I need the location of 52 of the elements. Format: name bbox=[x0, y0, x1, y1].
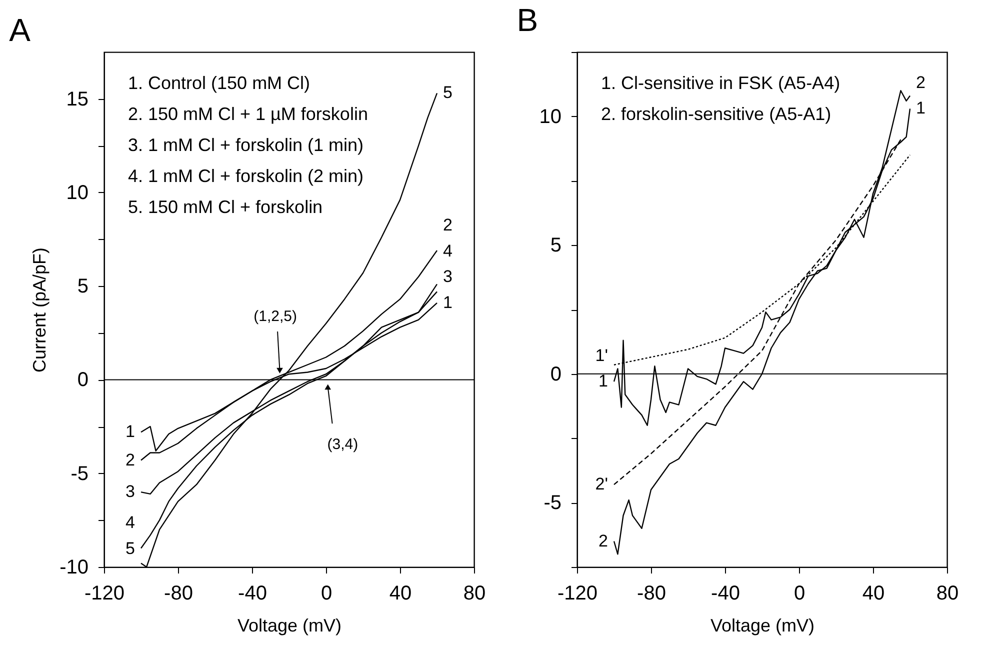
legend-label: 1 bbox=[598, 372, 608, 391]
text: 4 bbox=[443, 241, 452, 260]
annotation: 1. Cl-sensitive in FSK (A5-A4) bbox=[601, 73, 840, 93]
text: 1 bbox=[126, 422, 135, 442]
y-tick-label: -10 bbox=[60, 556, 88, 578]
x-tick-label: -120 bbox=[84, 582, 125, 604]
y-tick-label: -5 bbox=[544, 492, 562, 514]
annotation: 2. forskolin-sensitive (A5-A1) bbox=[601, 104, 832, 124]
chart-title: B bbox=[516, 2, 538, 38]
chart-title: A bbox=[9, 12, 32, 48]
annotation: 3. 1 mM Cl + forskolin (1 min) bbox=[128, 135, 364, 155]
series-label: 5 bbox=[443, 83, 452, 102]
series-label: 1' bbox=[595, 346, 608, 365]
x-tick-label: -80 bbox=[164, 582, 193, 604]
x-tick-label: -40 bbox=[238, 582, 267, 604]
x-tick-label: -120 bbox=[557, 582, 598, 604]
annotation: (3,4) bbox=[327, 436, 358, 454]
x-axis-title: Voltage (mV) bbox=[237, 616, 342, 636]
x-tick-label: 80 bbox=[936, 582, 959, 604]
y-tick-label: 0 bbox=[77, 369, 88, 392]
annotation: 5. 150 mM Cl + forskolin bbox=[128, 197, 323, 217]
text: 3 bbox=[443, 267, 452, 286]
series-label: 3 bbox=[126, 482, 135, 502]
text: 2 bbox=[916, 72, 926, 92]
x-tick-label: 0 bbox=[320, 582, 332, 604]
text: 5 bbox=[126, 538, 135, 558]
y-tick-label: -5 bbox=[70, 462, 88, 485]
x-tick-label: -80 bbox=[637, 582, 666, 604]
y-tick-label: 10 bbox=[66, 182, 88, 204]
x-tick-label: 0 bbox=[794, 582, 806, 604]
series-label: 2 bbox=[126, 450, 135, 470]
y-tick-label: 10 bbox=[539, 106, 562, 128]
y-axis-title: Current (pA/pF) bbox=[30, 247, 50, 373]
annotation: 1. Control (150 mM Cl) bbox=[128, 73, 310, 93]
x-tick-label: 80 bbox=[463, 582, 486, 604]
x-tick-label: -40 bbox=[711, 582, 740, 604]
y-tick-label: 5 bbox=[550, 234, 562, 257]
series-label: 1 bbox=[916, 98, 926, 118]
x-tick-label: 40 bbox=[862, 582, 885, 604]
annotation: (1,2,5) bbox=[254, 308, 297, 326]
series-label: 2' bbox=[595, 474, 608, 494]
text: 1 bbox=[443, 292, 452, 312]
y-tick-label: 15 bbox=[66, 88, 88, 110]
x-axis-title: Voltage (mV) bbox=[710, 616, 815, 636]
y-tick-label: 0 bbox=[550, 363, 562, 386]
series-label: 4 bbox=[126, 513, 135, 532]
annotation: 2. 150 mM Cl + 1 µM forskolin bbox=[128, 104, 368, 124]
x-tick-label: 40 bbox=[389, 582, 412, 604]
series-label: 2 bbox=[598, 531, 608, 550]
text: 2 bbox=[443, 216, 452, 235]
y-tick-label: 5 bbox=[77, 276, 88, 298]
annotation: 4. 1 mM Cl + forskolin (2 min) bbox=[128, 166, 364, 186]
